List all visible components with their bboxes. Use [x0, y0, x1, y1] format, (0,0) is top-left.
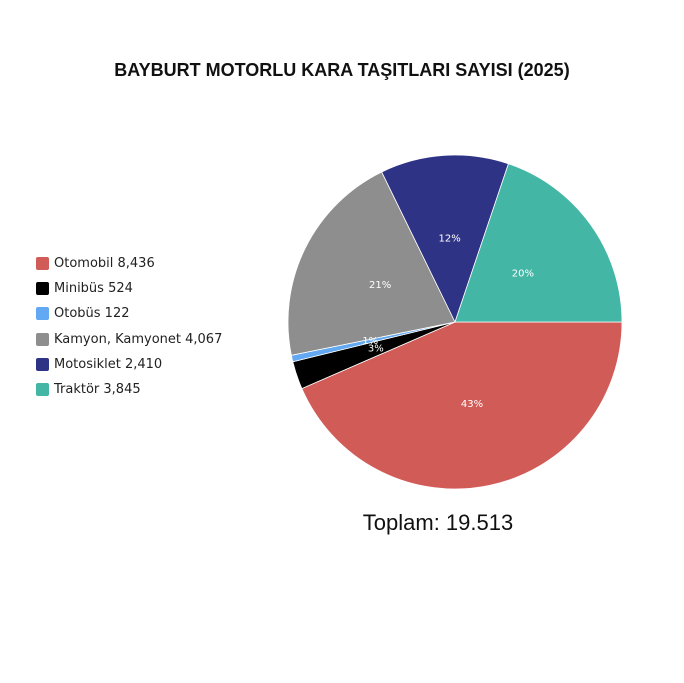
pie-slice: [381, 154, 509, 324]
pie-slice: [287, 171, 456, 356]
pie-slice: [454, 163, 623, 323]
slice-percent-label: 21%: [369, 280, 391, 291]
legend-label: Minibüs 524: [54, 281, 133, 297]
slice-percent-label: 3%: [368, 344, 384, 355]
slice-percent-label: 43%: [461, 399, 483, 410]
legend-swatch: [36, 307, 49, 321]
legend-swatch: [36, 383, 49, 397]
legend-label: Otomobil 8,436: [54, 256, 155, 272]
legend-label: Traktör 3,845: [54, 382, 141, 398]
legend-item: Kamyon, Kamyonet 4,067: [36, 327, 222, 352]
legend-label: Otobüs 122: [54, 306, 130, 322]
legend-swatch: [36, 282, 49, 296]
chart-title: BAYBURT MOTORLU KARA TAŞITLARI SAYISI (2…: [114, 60, 570, 80]
legend-label: Motosiklet 2,410: [54, 356, 163, 372]
legend-item: Minibüs 524: [36, 276, 222, 301]
legend: Otomobil 8,436 Minibüs 524 Otobüs 122 Kamyo…: [36, 251, 222, 402]
total-label: Toplam: 19.513: [362, 510, 514, 535]
pie-slice: [301, 321, 623, 490]
slice-percent-label: 20%: [512, 268, 534, 279]
slice-percent-label: 1%: [362, 336, 378, 347]
legend-item: Otomobil 8,436: [36, 251, 222, 276]
legend-item: Motosiklet 2,410: [36, 352, 222, 377]
slice-percent-label: 12%: [439, 234, 461, 245]
legend-item: Otobüs 122: [36, 301, 222, 326]
legend-swatch: [36, 357, 49, 371]
legend-swatch: [36, 332, 49, 346]
legend-label: Kamyon, Kamyonet 4,067: [54, 331, 223, 347]
legend-item: Traktör 3,845: [36, 377, 222, 402]
legend-swatch: [36, 257, 49, 271]
